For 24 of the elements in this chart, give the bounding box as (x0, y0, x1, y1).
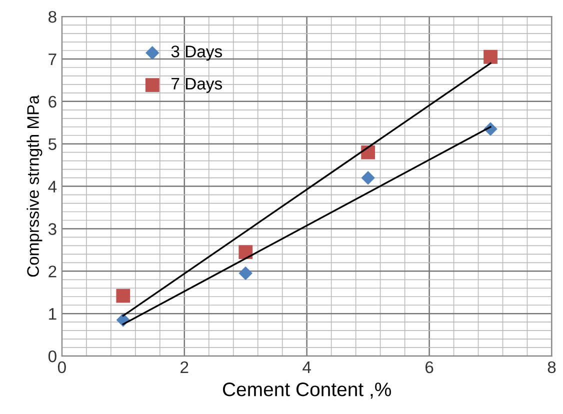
point (361, 170, 375, 185)
point (238, 266, 252, 280)
y-tick-label: 4 (48, 180, 57, 192)
legend-label: 3 Days (171, 46, 222, 61)
y-axis-title: Comprssive strngth MPa (26, 95, 42, 277)
x-tick-label: 0 (58, 361, 66, 374)
y-tick-label: 3 (48, 223, 56, 235)
point (238, 245, 253, 260)
y-tick-label: 1 (49, 308, 56, 320)
x-tick-label: 8 (548, 361, 556, 374)
point (361, 145, 376, 160)
point (484, 50, 498, 64)
x-tick-label: 6 (426, 361, 434, 374)
y-tick-label: 8 (48, 10, 56, 23)
y-tick-label: 6 (48, 96, 56, 108)
x-axis-title: Cement Content ,% (222, 382, 391, 399)
y-tick-label: 5 (48, 138, 56, 150)
y-tick-label: 7 (48, 54, 56, 66)
y-tick-label: 2 (48, 266, 56, 278)
x-tick-label: 2 (180, 361, 188, 373)
point (116, 288, 130, 303)
x-tick-label: 4 (302, 362, 311, 373)
legend-label: 7 Days (172, 78, 222, 93)
y-tick-label: 0 (48, 350, 56, 362)
